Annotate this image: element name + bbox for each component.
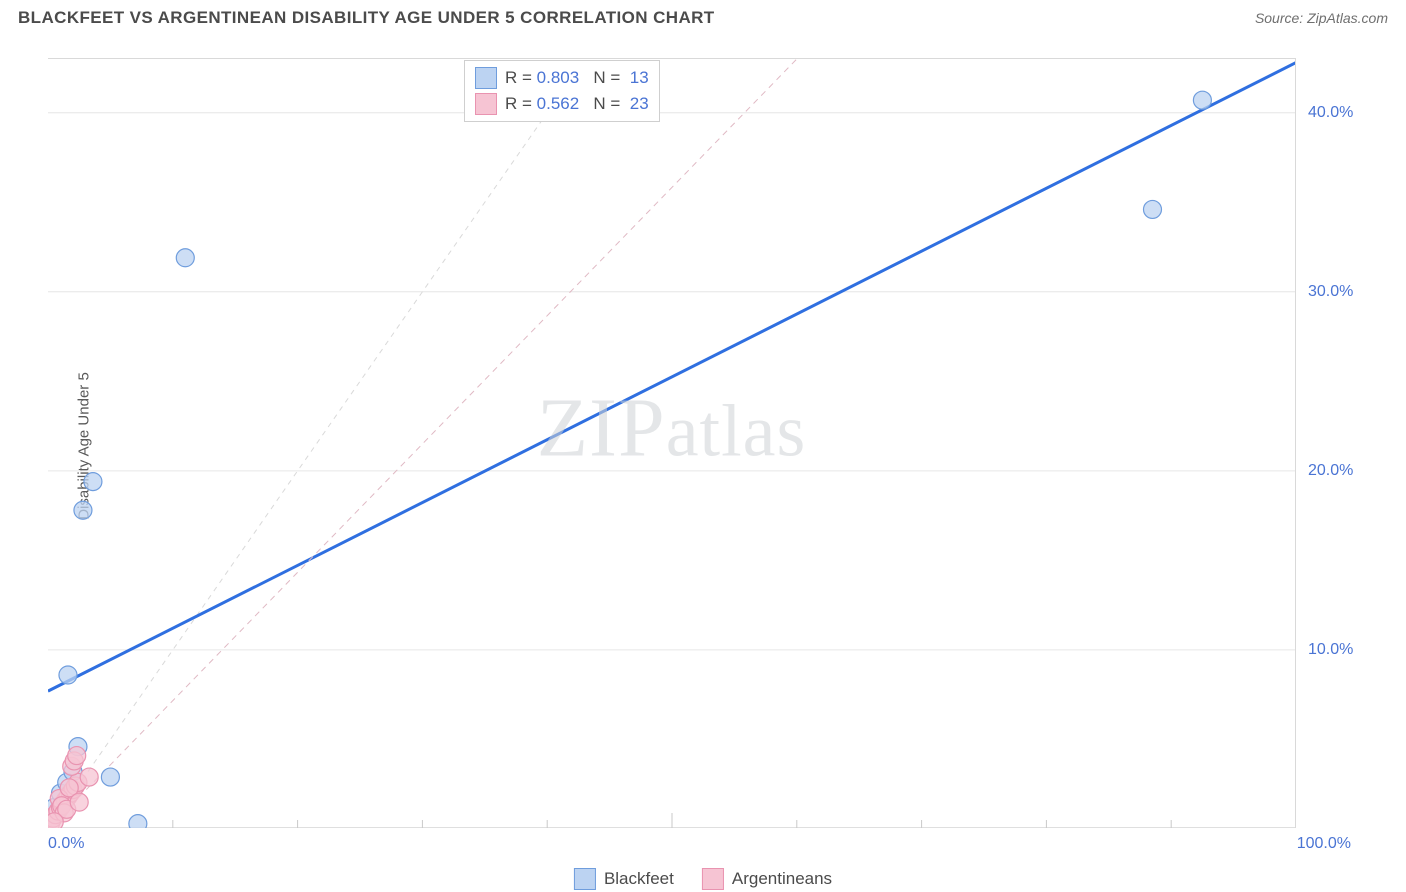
source-credit: Source: ZipAtlas.com (1255, 10, 1388, 26)
stat-row: R = 0.562 N = 23 (475, 91, 649, 117)
correlation-stats-box: R = 0.803 N = 13R = 0.562 N = 23 (464, 60, 660, 122)
source-prefix: Source: (1255, 10, 1307, 26)
chart-header: BLACKFEET VS ARGENTINEAN DISABILITY AGE … (0, 0, 1406, 32)
series-legend: Blackfeet Argentineans (574, 868, 832, 890)
plot-area: ZIPatlas R = 0.803 N = 13R = 0.562 N = 2… (48, 58, 1296, 828)
x-min-label: 0.0% (48, 835, 84, 853)
trend-line (48, 63, 1295, 692)
data-point (129, 815, 147, 828)
data-point (74, 501, 92, 519)
data-point (176, 249, 194, 267)
data-point (84, 473, 102, 491)
legend-label: Argentineans (732, 869, 832, 889)
y-tick-label: 30.0% (1308, 283, 1353, 301)
data-point (1143, 200, 1161, 218)
legend-swatch (475, 93, 497, 115)
stat-text: R = 0.562 N = 23 (505, 91, 649, 117)
legend-item: Blackfeet (574, 868, 674, 890)
x-max-label: 100.0% (1297, 835, 1351, 853)
chart-title: BLACKFEET VS ARGENTINEAN DISABILITY AGE … (18, 8, 715, 28)
y-tick-label: 20.0% (1308, 462, 1353, 480)
data-point (1193, 91, 1211, 109)
legend-label: Blackfeet (604, 869, 674, 889)
stat-text: R = 0.803 N = 13 (505, 65, 649, 91)
y-tick-label: 10.0% (1308, 641, 1353, 659)
data-point (80, 768, 98, 786)
y-tick-label: 40.0% (1308, 104, 1353, 122)
scatter-chart-svg (48, 59, 1295, 828)
data-point (68, 747, 86, 765)
source-name: ZipAtlas.com (1307, 10, 1388, 26)
data-point (59, 666, 77, 684)
legend-swatch (574, 868, 596, 890)
data-point (101, 768, 119, 786)
legend-swatch (702, 868, 724, 890)
legend-item: Argentineans (702, 868, 832, 890)
trend-line (48, 59, 797, 828)
stat-row: R = 0.803 N = 13 (475, 65, 649, 91)
data-point (48, 813, 63, 828)
legend-swatch (475, 67, 497, 89)
data-point (70, 793, 88, 811)
